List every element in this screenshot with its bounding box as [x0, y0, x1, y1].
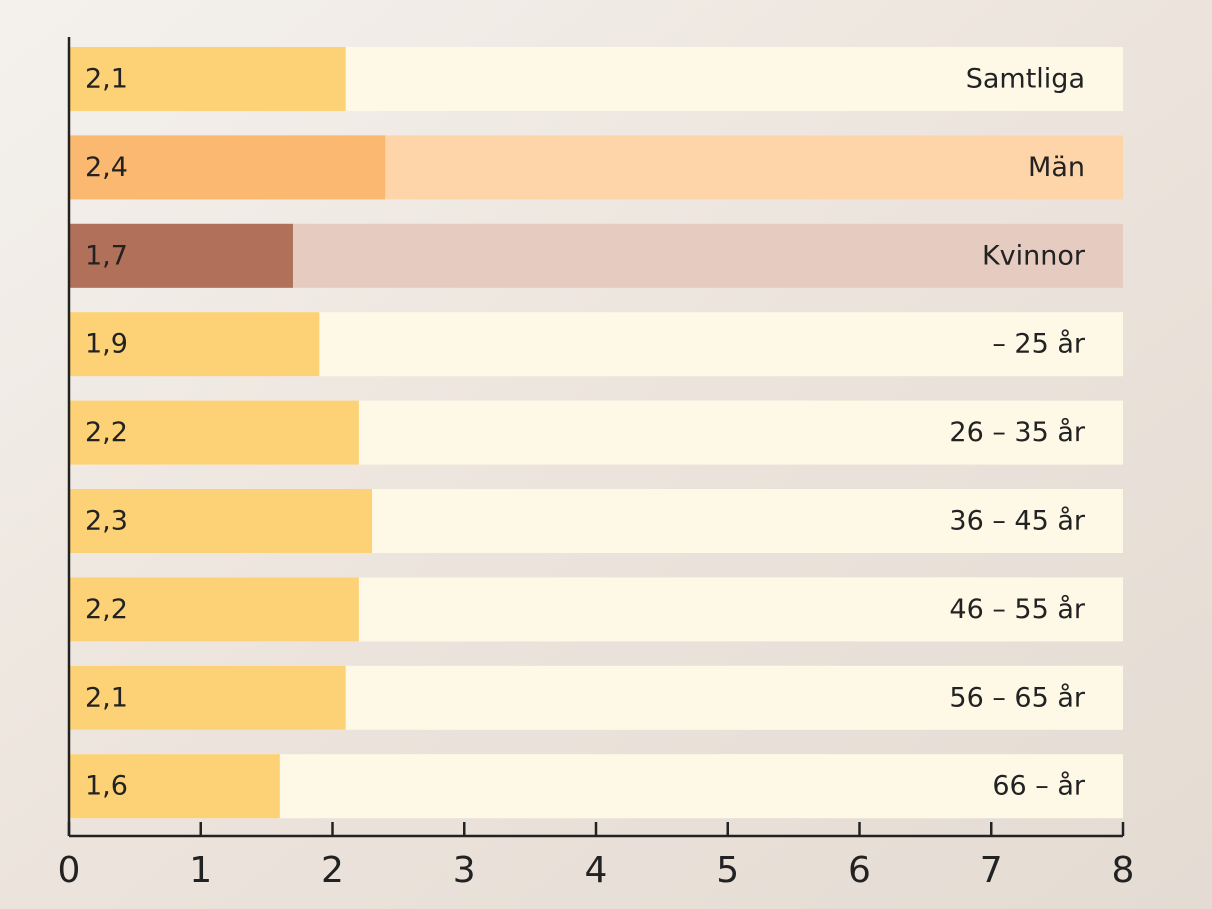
x-tick-label: 8: [1112, 850, 1135, 891]
category-label: Män: [1028, 152, 1085, 183]
value-label: 2,4: [85, 152, 128, 183]
value-label: 2,1: [85, 682, 128, 713]
x-tick-label: 4: [585, 850, 608, 891]
value-label: 2,2: [85, 594, 128, 625]
value-label: 1,9: [85, 329, 128, 360]
x-tick-label: 1: [189, 850, 212, 891]
category-label: 56 – 65 år: [949, 682, 1086, 713]
value-label: 1,7: [85, 240, 128, 271]
x-tick-label: 3: [453, 850, 476, 891]
category-label: Kvinnor: [982, 240, 1086, 271]
x-tick-label: 5: [716, 850, 739, 891]
x-tick-label: 6: [848, 850, 871, 891]
category-label: 66 – år: [992, 771, 1086, 802]
value-label: 2,2: [85, 417, 128, 448]
x-tick-label: 0: [58, 850, 81, 891]
value-label: 2,1: [85, 64, 128, 95]
x-tick-label: 2: [321, 850, 344, 891]
category-label: 26 – 35 år: [949, 417, 1086, 448]
x-tick-label: 7: [980, 850, 1003, 891]
category-label: Samtliga: [966, 64, 1085, 95]
value-label: 1,6: [85, 771, 128, 802]
category-label: 46 – 55 år: [949, 594, 1086, 625]
category-label: 36 – 45 år: [949, 506, 1086, 537]
value-label: 2,3: [85, 506, 128, 537]
plot-area: 2,1 Samtliga 2,4 Män 1,7 Kvinnor 1,9 – 25 år 2,2…: [58, 37, 1135, 891]
chart: 2,1 Samtliga 2,4 Män 1,7 Kvinnor 1,9 – 25 år 2,2…: [0, 0, 1212, 909]
category-label: – 25 år: [992, 329, 1086, 360]
